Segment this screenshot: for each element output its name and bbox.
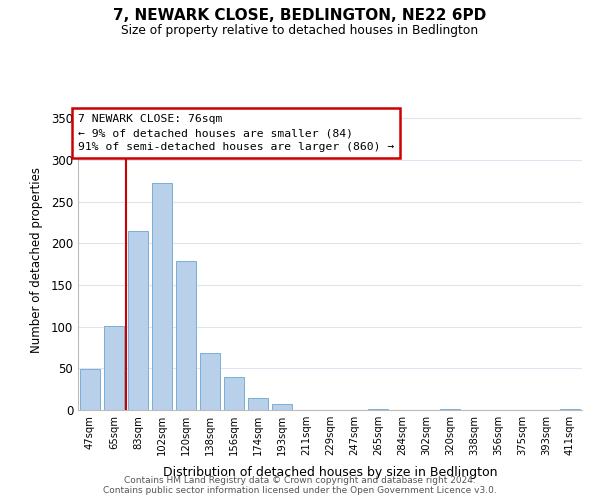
Bar [104, 326, 124, 410]
Bar [560, 409, 580, 410]
Bar [176, 261, 196, 410]
Bar [272, 404, 292, 410]
Text: Contains HM Land Registry data © Crown copyright and database right 2024.: Contains HM Land Registry data © Crown c… [124, 476, 476, 485]
Bar [200, 352, 220, 410]
Text: Contains public sector information licensed under the Open Government Licence v3: Contains public sector information licen… [103, 486, 497, 495]
Bar [128, 231, 148, 410]
Bar [152, 184, 172, 410]
Text: 7 NEWARK CLOSE: 76sqm
← 9% of detached houses are smaller (84)
91% of semi-detac: 7 NEWARK CLOSE: 76sqm ← 9% of detached h… [78, 114, 394, 152]
Text: Size of property relative to detached houses in Bedlington: Size of property relative to detached ho… [121, 24, 479, 37]
Bar [248, 398, 268, 410]
Bar [80, 369, 100, 410]
Y-axis label: Number of detached properties: Number of detached properties [29, 167, 43, 353]
Bar [224, 376, 244, 410]
Bar [440, 409, 460, 410]
Text: 7, NEWARK CLOSE, BEDLINGTON, NE22 6PD: 7, NEWARK CLOSE, BEDLINGTON, NE22 6PD [113, 8, 487, 22]
X-axis label: Distribution of detached houses by size in Bedlington: Distribution of detached houses by size … [163, 466, 497, 479]
Bar [368, 409, 388, 410]
